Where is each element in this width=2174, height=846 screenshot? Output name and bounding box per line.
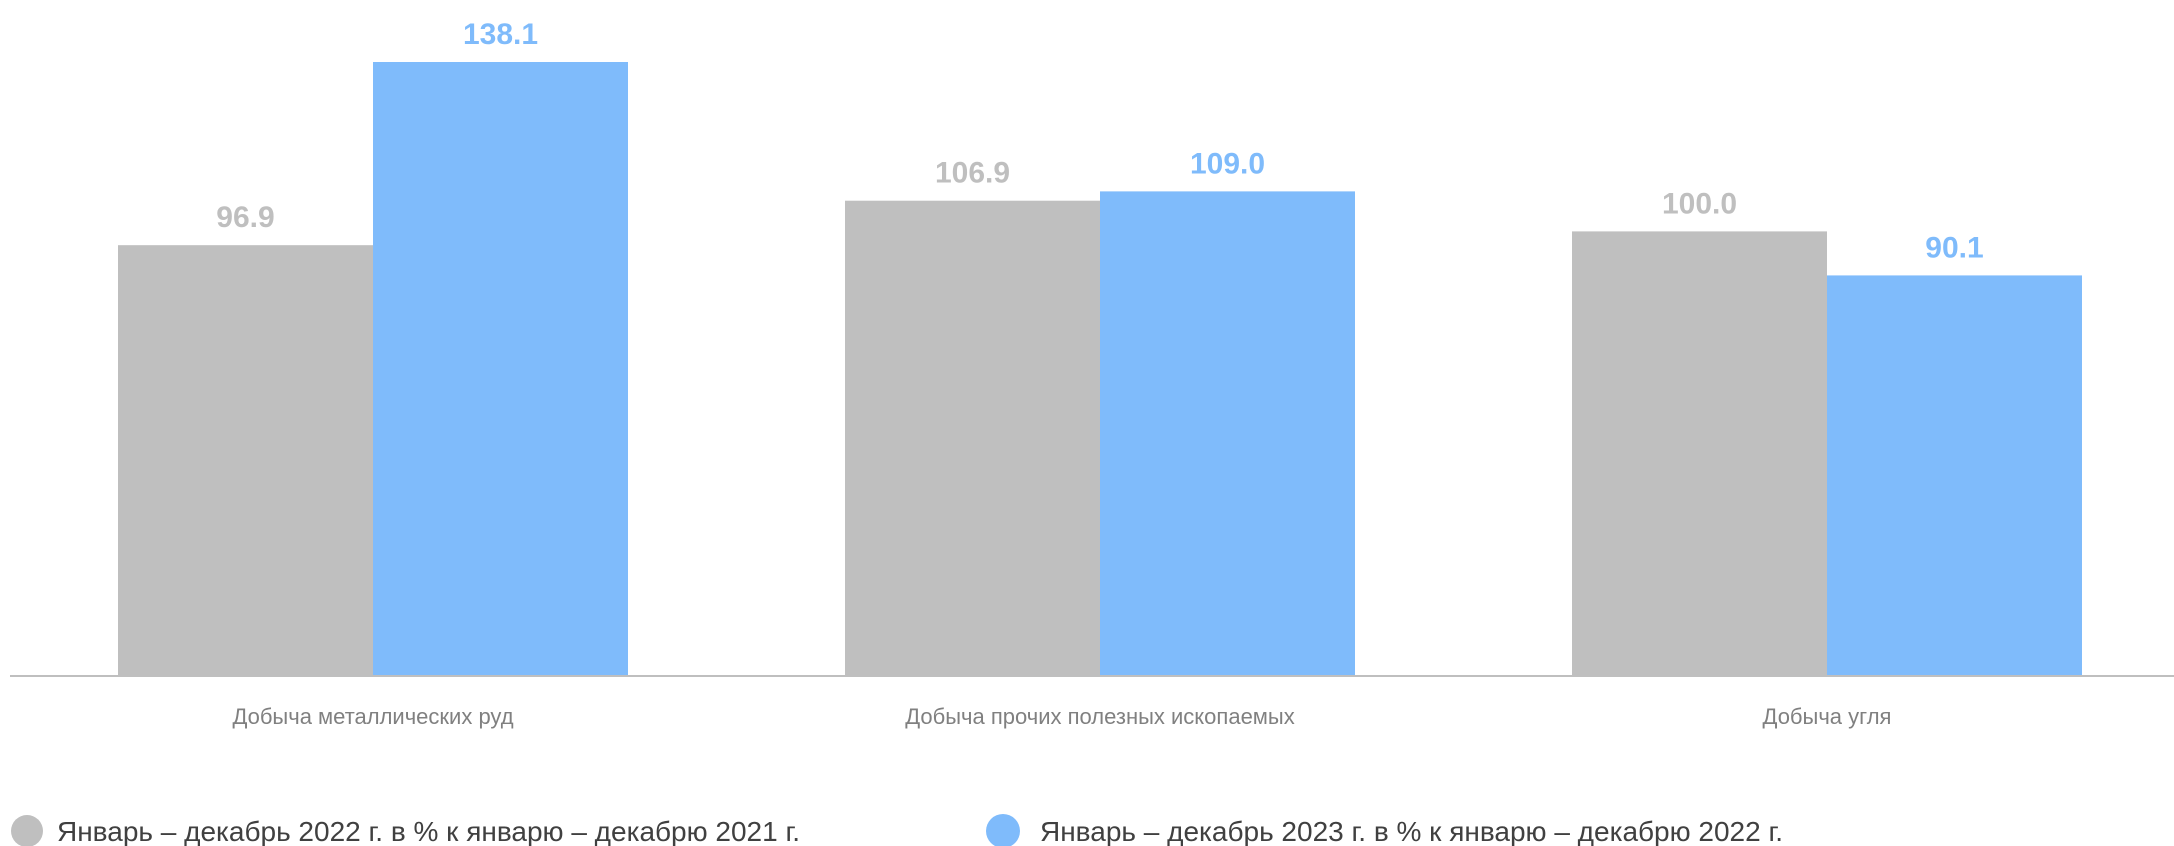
legend-marker-2022 (11, 815, 43, 846)
category-labels-group: Добыча металлических руд Добыча прочих по… (232, 704, 1891, 729)
category-label-2: Добыча прочих полезных ископаемых (905, 704, 1295, 729)
bars-group (118, 62, 2082, 677)
value-label-series1-cat1: 96.9 (216, 201, 274, 234)
category-label-1: Добыча металлических руд (232, 704, 513, 729)
bar-series1-cat3 (1572, 231, 1827, 676)
category-label-3: Добыча угля (1763, 704, 1892, 729)
value-label-series1-cat3: 100.0 (1662, 187, 1737, 220)
value-label-series2-cat1: 138.1 (463, 18, 538, 51)
bar-series2-cat3 (1827, 275, 2082, 676)
legend-marker-2023 (986, 814, 1020, 846)
bar-series2-cat2 (1100, 191, 1355, 676)
value-labels-group: 96.9 138.1 106.9 109.0 100.0 90.1 (216, 18, 1983, 264)
bar-series2-cat1 (373, 62, 628, 676)
value-label-series1-cat2: 106.9 (935, 157, 1010, 190)
bar-series1-cat2 (845, 200, 1100, 677)
value-label-series2-cat2: 109.0 (1190, 147, 1265, 180)
legend-label-2022: Январь – декабрь 2022 г. в % к январю – … (57, 816, 800, 846)
legend: Январь – декабрь 2022 г. в % к январю – … (11, 814, 1783, 846)
legend-item-2022: Январь – декабрь 2022 г. в % к январю – … (11, 815, 800, 846)
bar-series1-cat1 (118, 245, 373, 676)
legend-label-2023: Январь – декабрь 2023 г. в % к январю – … (1040, 816, 1783, 846)
value-label-series2-cat3: 90.1 (1925, 231, 1983, 264)
legend-item-2023: Январь – декабрь 2023 г. в % к январю – … (986, 814, 1783, 846)
